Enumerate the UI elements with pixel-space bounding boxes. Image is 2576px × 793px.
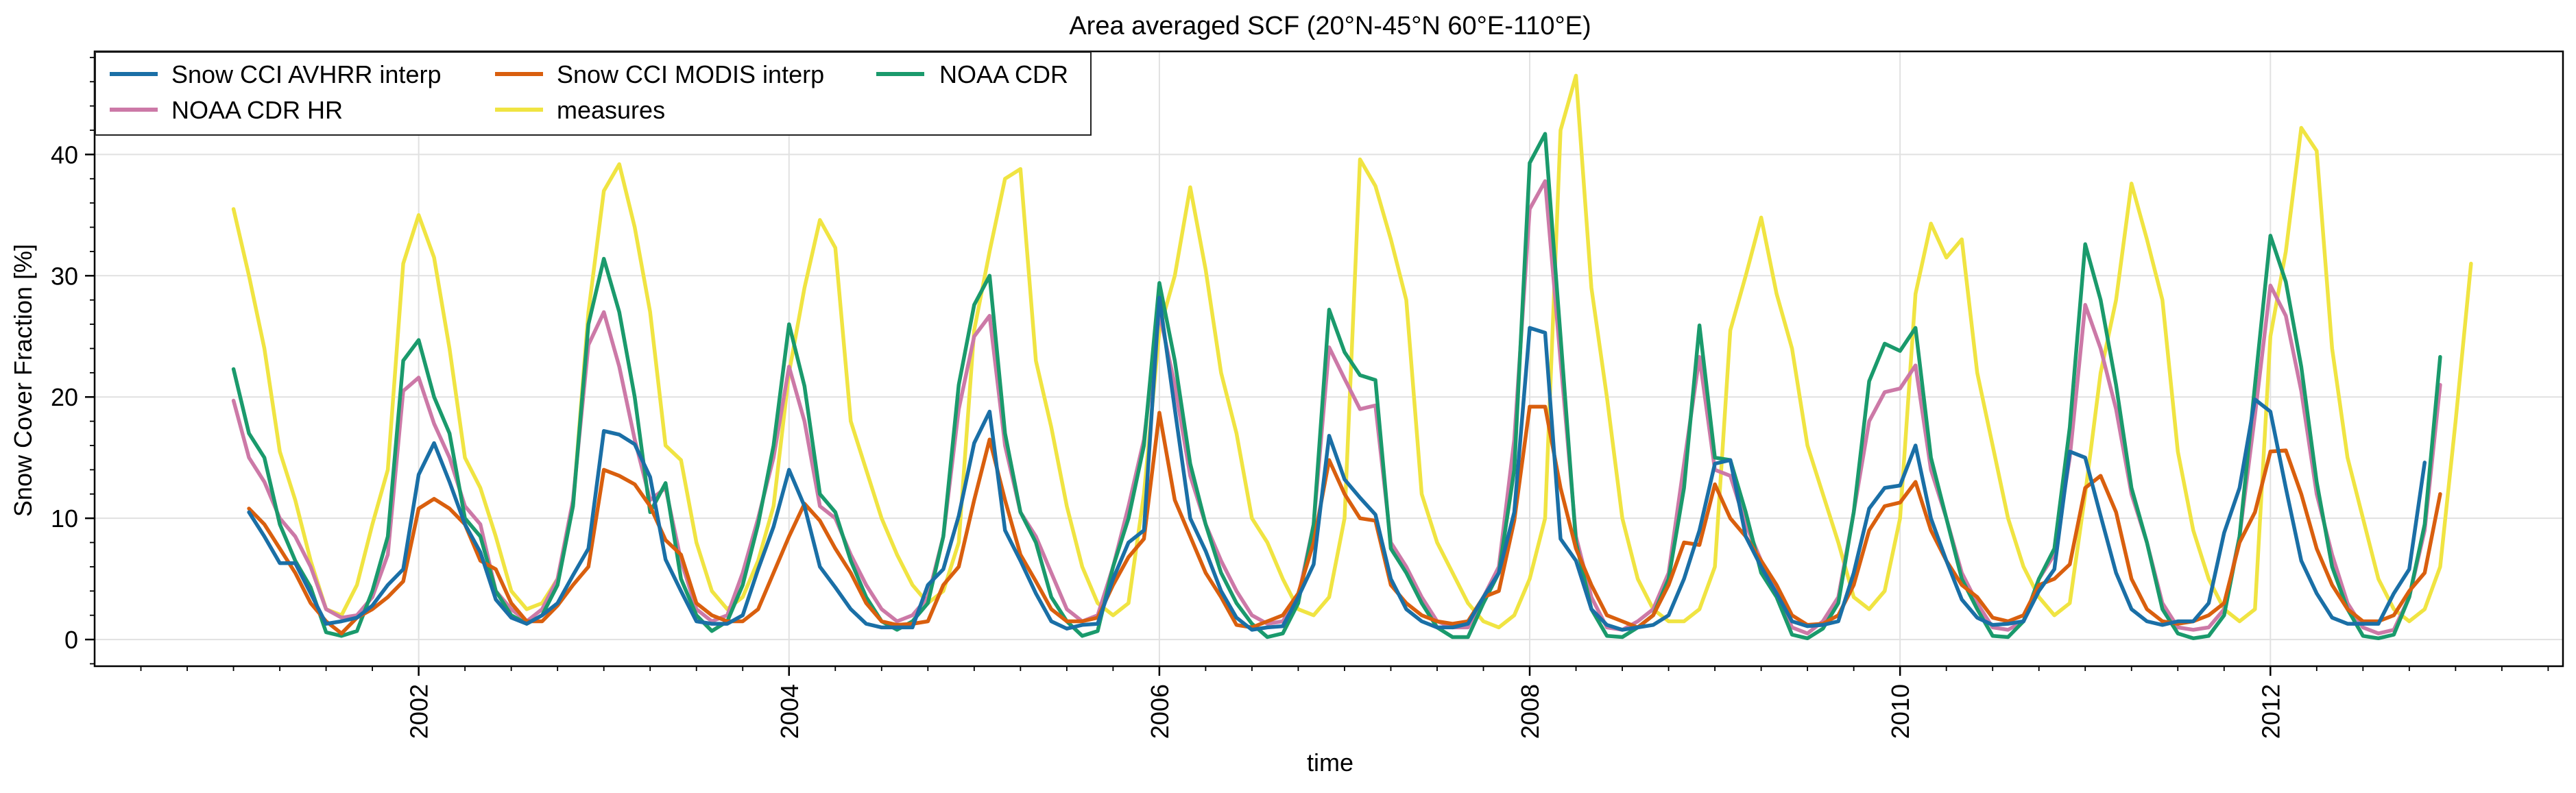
legend-box — [95, 51, 1092, 136]
legend-label-noaa-cdr-hr: NOAA CDR HR — [171, 96, 343, 124]
series-line-noaa-cdr — [231, 132, 2442, 641]
y-tick-label: 30 — [51, 262, 78, 290]
legend: Snow CCI AVHRR interp Snow CCI MODIS int… — [95, 51, 1092, 136]
legend-label-measures: measures — [557, 96, 665, 124]
y-tick-label: 10 — [51, 504, 78, 533]
x-tick-label: 2006 — [1146, 684, 1174, 739]
tick-layer: 0 10 20 30 40 2002 2004 2006 2008 2010 2012 — [51, 56, 2549, 739]
y-tick-label: 0 — [64, 626, 78, 654]
y-axis-label: Snow Cover Fraction [%] — [9, 244, 37, 517]
series-line-measures — [231, 73, 2473, 630]
legend-label-modis: Snow CCI MODIS interp — [557, 60, 824, 88]
x-axis-label: time — [1307, 748, 1353, 777]
x-tick-label: 2008 — [1516, 684, 1544, 739]
series-line-modis — [247, 404, 2442, 635]
legend-label-avhrr: Snow CCI AVHRR interp — [171, 60, 441, 88]
legend-label-noaa-cdr: NOAA CDR — [939, 60, 1068, 88]
series-line-avhrr — [247, 295, 2427, 632]
series-line-noaa-cdr-hr — [231, 179, 2442, 635]
x-tick-label: 2012 — [2256, 684, 2285, 739]
series-layer — [231, 73, 2473, 641]
x-tick-label: 2004 — [775, 684, 804, 739]
y-tick-label: 20 — [51, 383, 78, 411]
y-tick-label: 40 — [51, 141, 78, 169]
chart-title: Area averaged SCF (20°N-45°N 60°E-110°E) — [1069, 12, 1591, 40]
x-tick-label: 2002 — [405, 684, 433, 739]
axes-frame — [93, 50, 2564, 668]
x-tick-label: 2010 — [1886, 684, 1914, 739]
